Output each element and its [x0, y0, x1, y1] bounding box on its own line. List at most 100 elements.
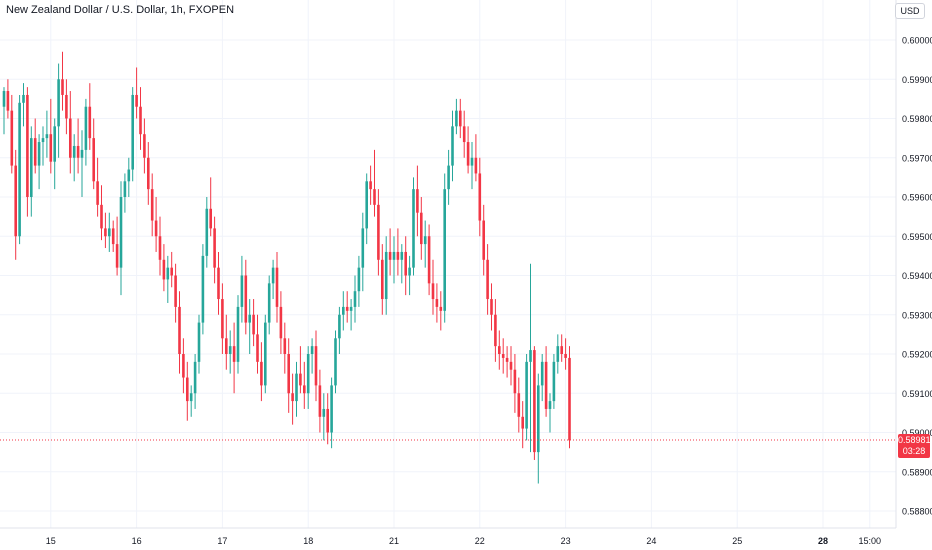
candle-body: [69, 118, 72, 158]
price-tick-label: 0.59800: [902, 114, 932, 124]
candle-body: [61, 79, 64, 95]
candle-body: [33, 138, 37, 166]
candle-body: [443, 189, 446, 311]
candle-body: [139, 106, 142, 135]
candle-body: [108, 228, 111, 237]
candle-body: [178, 306, 181, 354]
candle-body: [256, 334, 259, 362]
candle-body: [540, 361, 544, 386]
candle-body: [260, 361, 263, 386]
time-tick-label: 21: [389, 536, 399, 546]
candle-body: [537, 385, 540, 453]
candle-body: [150, 189, 154, 221]
candle-body: [205, 208, 209, 256]
candle-body: [240, 275, 244, 307]
candle-body: [556, 346, 560, 362]
candle-body: [377, 204, 380, 260]
candle-body: [49, 134, 53, 162]
candle-body: [322, 408, 326, 417]
candle-body: [147, 157, 150, 190]
candle-body: [342, 306, 345, 315]
candle-body: [486, 259, 489, 300]
candle-body: [131, 94, 134, 170]
candle-body: [209, 208, 212, 229]
candle-body: [18, 102, 21, 237]
candle-body: [498, 346, 501, 354]
candle-body: [197, 322, 201, 362]
candle-body: [420, 212, 423, 245]
candle-body: [568, 357, 571, 441]
time-tick-label: 25: [732, 536, 742, 546]
candle-body: [392, 251, 396, 260]
candle-body: [193, 361, 197, 394]
candle-body: [338, 314, 341, 339]
price-tick-label: 0.59400: [902, 271, 932, 281]
candle-body: [154, 220, 158, 237]
candle-body: [221, 299, 224, 339]
price-tick-label: 0.58800: [902, 507, 932, 517]
last-price-label: 0.58981: [898, 434, 931, 445]
candle-body: [80, 149, 84, 158]
candle-body: [162, 259, 166, 280]
candle-body: [455, 110, 458, 127]
candle-series: [2, 51, 571, 484]
candle-body: [299, 373, 302, 386]
grid-lines: [0, 0, 896, 528]
candle-body: [228, 346, 232, 354]
candle-body: [462, 126, 466, 143]
candle-body: [513, 369, 517, 394]
candle-body: [303, 385, 306, 394]
candle-body: [45, 134, 49, 139]
candle-body: [41, 138, 45, 143]
candle-body: [252, 314, 255, 335]
candle-body: [509, 361, 513, 370]
candle-body: [283, 338, 287, 354]
candle-body: [37, 142, 41, 166]
candle-body: [104, 228, 107, 237]
time-tick-label: 23: [561, 536, 571, 546]
candle-body: [349, 306, 353, 311]
candle-body: [373, 189, 376, 205]
candle-body: [111, 228, 115, 245]
candle-body: [189, 393, 193, 402]
time-tick-label: 22: [475, 536, 485, 546]
candle-body: [439, 306, 443, 311]
candle-body: [521, 416, 524, 429]
candle-body: [248, 314, 251, 323]
candle-body: [412, 189, 415, 268]
candle-body: [244, 275, 248, 323]
candle-body: [482, 220, 485, 260]
price-tick-label: 0.59100: [902, 389, 932, 399]
candle-body: [287, 354, 290, 394]
price-tick-label: 0.59700: [902, 153, 932, 163]
candle-body: [533, 350, 536, 453]
candle-body: [217, 267, 220, 300]
candle-body: [22, 94, 25, 103]
candle-body: [72, 145, 76, 158]
candle-body: [57, 79, 60, 127]
candle-body: [170, 267, 173, 276]
candle-body: [466, 142, 470, 166]
candle-body: [186, 377, 189, 402]
time-tick-label: 15:00: [859, 536, 882, 546]
candle-body: [529, 350, 532, 362]
candle-body: [326, 408, 329, 433]
candle-body: [314, 346, 318, 386]
candle-body: [431, 283, 435, 300]
price-tick-label: 0.59200: [902, 350, 932, 360]
candle-body: [271, 267, 275, 284]
candle-body: [225, 338, 228, 354]
time-tick-label: 16: [132, 536, 142, 546]
candle-body: [400, 251, 404, 260]
candle-body: [127, 169, 131, 182]
candle-body: [267, 283, 271, 323]
price-tick-label: 0.59900: [902, 75, 932, 85]
candle-body: [310, 346, 314, 354]
candle-body: [10, 110, 14, 166]
candle-body: [96, 181, 99, 205]
currency-button[interactable]: USD: [895, 3, 925, 19]
candle-body: [174, 275, 177, 307]
price-tick-label: 0.59300: [902, 310, 932, 320]
candle-body: [318, 385, 322, 417]
